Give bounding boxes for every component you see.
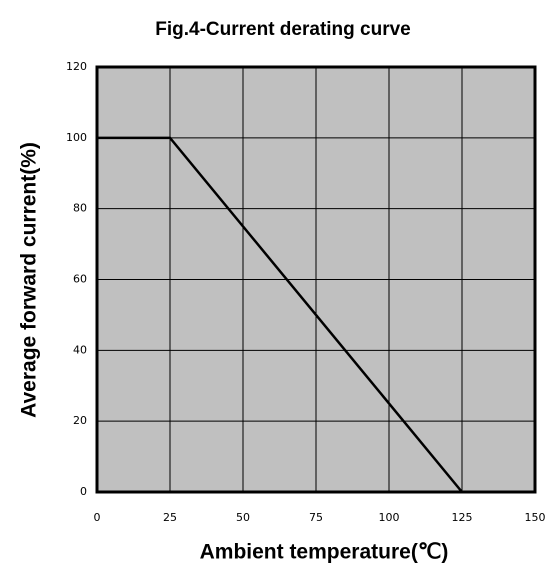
x-tick-label: 125	[452, 511, 473, 524]
y-tick-label: 100	[66, 131, 87, 144]
x-axis-label: Ambient temperature(℃)	[200, 541, 449, 564]
y-tick-label: 60	[73, 273, 87, 286]
y-tick-label: 40	[73, 343, 87, 356]
x-tick-label: 0	[94, 511, 101, 524]
y-tick-label: 20	[73, 414, 87, 427]
y-tick-label: 80	[73, 202, 87, 215]
derating-line	[97, 136, 463, 493]
x-tick-label: 100	[379, 511, 400, 524]
chart-title: Fig.4-Current derating curve	[155, 19, 411, 40]
y-tick-label: 0	[80, 485, 87, 498]
y-tick-label: 120	[66, 60, 87, 73]
y-axis-label: Average forward current(%)	[18, 142, 41, 418]
x-tick-label: 25	[163, 511, 177, 524]
x-tick-label: 75	[309, 511, 323, 524]
x-tick-label: 50	[236, 511, 250, 524]
plot-border	[95, 65, 537, 494]
x-tick-label: 150	[525, 511, 546, 524]
